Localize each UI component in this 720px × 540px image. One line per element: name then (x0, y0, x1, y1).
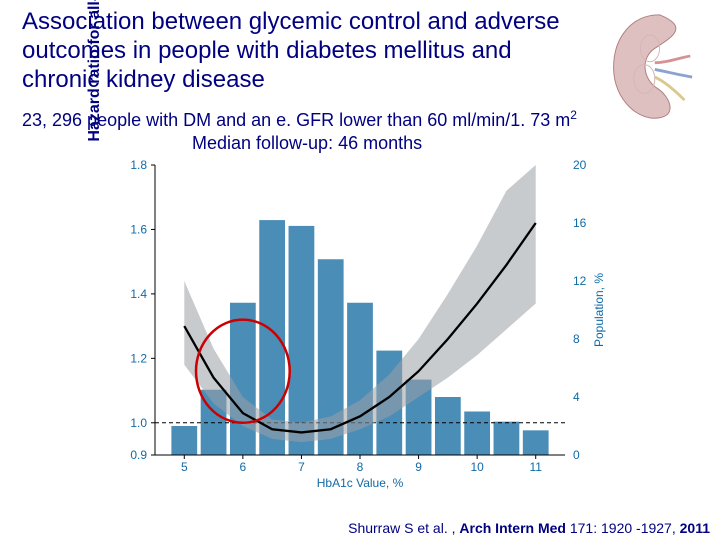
bar (230, 303, 256, 455)
bar (523, 430, 549, 455)
subtitle-line2: Median follow-up: 46 months (22, 132, 682, 155)
ytick-left: 1.8 (130, 158, 147, 172)
bar (464, 412, 490, 456)
xtick: 9 (415, 460, 422, 474)
ytick-left: 1.2 (130, 351, 147, 365)
xtick: 10 (470, 460, 484, 474)
bar (435, 397, 461, 455)
ytick-right: 20 (573, 158, 587, 172)
citation-volume: 171: 1920 -1927, (570, 520, 680, 536)
ytick-left: 1.0 (130, 416, 147, 430)
chart-container: 0.9 1.0 1.2 1.4 1.6 1.8 0 4 8 12 16 20 Population, %… (110, 155, 610, 495)
bar (171, 426, 197, 455)
x-axis-label: HbA1c Value, % (317, 476, 404, 490)
ytick-right: 12 (573, 274, 587, 288)
ytick-right: 16 (573, 216, 587, 230)
citation: Shurraw S et al. , Arch Intern Med 171: … (348, 520, 710, 536)
ytick-left: 1.6 (130, 222, 147, 236)
y-axis-label-right: Population, % (592, 273, 606, 347)
ytick-left: 0.9 (130, 448, 147, 462)
ytick-right: 4 (573, 390, 580, 404)
xtick: 11 (529, 460, 542, 474)
slide-subtitle: 23, 296 people with DM and an e. GFR low… (22, 108, 682, 154)
xtick: 8 (357, 460, 364, 474)
ytick-left: 1.4 (130, 287, 147, 301)
subtitle-text: 23, 296 people with DM and an e. GFR low… (22, 110, 570, 130)
xtick: 5 (181, 460, 188, 474)
kidney-icon (600, 10, 700, 125)
xtick: 7 (298, 460, 305, 474)
citation-authors: Shurraw S et al. , (348, 520, 459, 536)
citation-year: 2011 (680, 520, 710, 536)
y-axis-label-left: Hazard ratio for all-cause mortality (86, 0, 104, 170)
citation-journal: Arch Intern Med (459, 520, 569, 536)
chart-svg: 0.9 1.0 1.2 1.4 1.6 1.8 0 4 8 12 16 20 Population, %… (110, 155, 610, 495)
slide-title: Association between glycemic control and… (22, 8, 582, 94)
bar (289, 226, 315, 455)
ytick-right: 8 (573, 332, 580, 346)
subtitle-superscript: 2 (570, 108, 577, 122)
xtick: 6 (240, 460, 247, 474)
ytick-right: 0 (573, 448, 580, 462)
bar (494, 422, 520, 455)
